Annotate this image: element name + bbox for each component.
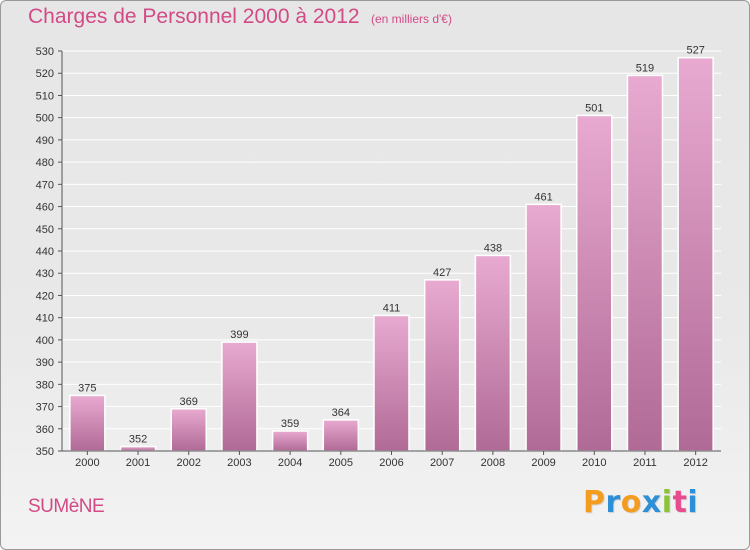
y-tick-label: 420 bbox=[36, 290, 54, 302]
data-label-2007: 427 bbox=[433, 267, 451, 279]
chart-subtitle: (en milliers d'€) bbox=[371, 12, 452, 26]
logo-letter: o bbox=[620, 485, 642, 520]
bar-2001 bbox=[119, 445, 157, 452]
logo-letter: x bbox=[641, 485, 662, 520]
commune-name: SUMèNE bbox=[28, 496, 105, 517]
data-label-2003: 399 bbox=[230, 329, 248, 341]
y-tick-label: 520 bbox=[36, 68, 54, 80]
bars: 375 352 369 399 359 364 411 427 438 461 501 519 527 bbox=[69, 45, 714, 452]
y-tick-label: 530 bbox=[36, 46, 54, 58]
logo-letter: t bbox=[672, 485, 688, 520]
y-tick-label: 370 bbox=[36, 402, 54, 414]
y-tick-label: 380 bbox=[36, 379, 54, 391]
y-tick-label: 350 bbox=[36, 446, 54, 458]
x-tick-label-2005: 2005 bbox=[329, 457, 353, 469]
y-tick-label: 410 bbox=[36, 313, 54, 325]
data-label-2005: 364 bbox=[332, 407, 350, 419]
x-tick-label-2011: 2011 bbox=[633, 457, 657, 469]
bar-2003 bbox=[221, 341, 258, 452]
y-tick-label: 390 bbox=[36, 357, 54, 369]
data-label-2004: 359 bbox=[281, 418, 299, 430]
y-tick-label: 450 bbox=[36, 224, 54, 236]
bar-2006 bbox=[373, 314, 410, 452]
y-tick-label: 400 bbox=[36, 335, 54, 347]
bar-2010 bbox=[576, 114, 613, 452]
x-tick-label-2000: 2000 bbox=[75, 457, 99, 469]
data-label-2009: 461 bbox=[534, 191, 552, 203]
chart-title: Charges de Personnel 2000 à 2012 bbox=[28, 5, 360, 28]
y-tick-label: 500 bbox=[36, 113, 54, 125]
proxiti-logo: Proxiti bbox=[583, 485, 698, 520]
y-axis-ticks: 350 360 370 380 390 400 410 420 430 440 450 460 470 4… bbox=[36, 46, 62, 458]
x-tick-label-2009: 2009 bbox=[531, 457, 555, 469]
y-tick-label: 490 bbox=[36, 135, 54, 147]
data-label-2002: 369 bbox=[180, 396, 198, 408]
logo-letter: i bbox=[687, 485, 699, 520]
x-axis-ticks: 2000 2001 2002 2003 2004 2005 2006 2007 2008 2009… bbox=[75, 451, 708, 469]
logo-letter: r bbox=[605, 485, 621, 520]
y-tick-label: 470 bbox=[36, 179, 54, 191]
bar-2000 bbox=[69, 394, 106, 452]
data-label-2001: 352 bbox=[129, 434, 147, 446]
bar-2004 bbox=[271, 430, 309, 452]
x-tick-label-2012: 2012 bbox=[683, 457, 707, 469]
bar-2005 bbox=[322, 419, 360, 452]
x-tick-label-2001: 2001 bbox=[126, 457, 150, 469]
bar-2012 bbox=[677, 56, 714, 452]
bar-2009 bbox=[525, 203, 562, 452]
y-tick-label: 440 bbox=[36, 246, 54, 258]
x-tick-label-2003: 2003 bbox=[227, 457, 251, 469]
bar-2008 bbox=[474, 254, 512, 452]
data-label-2010: 501 bbox=[585, 102, 603, 114]
y-tick-label: 430 bbox=[36, 268, 54, 280]
x-tick-label-2006: 2006 bbox=[379, 457, 403, 469]
bar-2011 bbox=[626, 74, 664, 452]
data-label-2000: 375 bbox=[78, 382, 96, 394]
x-tick-label-2008: 2008 bbox=[481, 457, 505, 469]
y-tick-label: 510 bbox=[36, 90, 54, 102]
data-label-2006: 411 bbox=[383, 302, 401, 314]
data-label-2012: 527 bbox=[686, 45, 704, 57]
data-label-2008: 438 bbox=[484, 242, 502, 254]
data-label-2011: 519 bbox=[636, 62, 654, 74]
x-tick-label-2010: 2010 bbox=[582, 457, 606, 469]
x-tick-label-2007: 2007 bbox=[430, 457, 454, 469]
y-tick-label: 460 bbox=[36, 202, 54, 214]
logo-letter: P bbox=[583, 485, 606, 520]
bar-2007 bbox=[423, 279, 461, 452]
x-tick-label-2004: 2004 bbox=[278, 457, 302, 469]
y-tick-label: 480 bbox=[36, 157, 54, 169]
y-tick-label: 360 bbox=[36, 424, 54, 436]
x-tick-label-2002: 2002 bbox=[176, 457, 200, 469]
logo-letter: i bbox=[661, 485, 673, 520]
bar-2002 bbox=[170, 408, 207, 452]
